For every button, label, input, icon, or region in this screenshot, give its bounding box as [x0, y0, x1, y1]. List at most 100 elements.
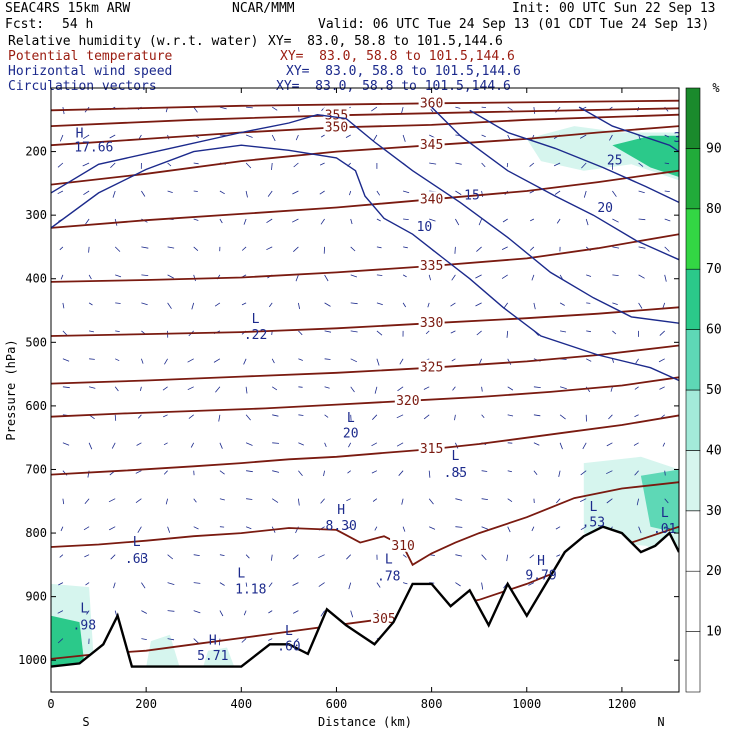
theta-label-bg — [418, 359, 445, 374]
circulation-vector — [507, 498, 513, 503]
circulation-vector — [396, 414, 404, 419]
circulation-vector — [481, 498, 488, 500]
circulation-vector — [89, 358, 95, 360]
figure-title: SEAC4RS 15km ARW — [5, 1, 131, 16]
theta-contour — [51, 169, 679, 229]
circulation-vector — [638, 274, 645, 279]
circulation-vector — [348, 582, 352, 590]
x-tick-label: 1200 — [607, 697, 636, 711]
circulation-vector — [401, 107, 404, 114]
circulation-vector — [452, 386, 456, 391]
extremum-label: L — [133, 535, 141, 550]
circulation-vector — [559, 302, 565, 306]
circulation-vector — [298, 442, 304, 446]
extremum-label: L — [589, 500, 597, 515]
circulation-vector — [141, 246, 149, 249]
circulation-vector — [115, 330, 120, 332]
circulation-vector — [556, 498, 561, 504]
y-tick-label: 200 — [25, 145, 47, 159]
circulation-vector — [323, 470, 325, 477]
theta-contour-label: 330 — [420, 316, 443, 331]
circulation-vector — [559, 274, 563, 279]
circulation-vector — [135, 498, 142, 504]
circulation-vector — [476, 330, 482, 336]
theta-label-bg — [371, 610, 398, 625]
circulation-vector — [324, 302, 331, 307]
circulation-vector — [60, 274, 64, 280]
circulation-vector — [108, 498, 116, 503]
circulation-vector — [374, 386, 378, 394]
circulation-vector — [219, 218, 223, 224]
extremum-label: 1.18 — [235, 582, 266, 597]
circulation-vector — [324, 442, 327, 448]
circulation-vector — [215, 386, 221, 393]
circulation-vector — [423, 414, 430, 420]
circulation-vector — [634, 386, 639, 390]
circulation-vector — [402, 302, 407, 308]
theta-contour-label: 340 — [420, 192, 443, 207]
circulation-vector — [319, 190, 325, 195]
wind-contour-label: 30 — [673, 131, 689, 146]
colorbar-segment — [685, 631, 701, 693]
circulation-vector — [374, 526, 378, 531]
field-label-theta: Potential temperature — [8, 49, 173, 64]
circulation-vector — [451, 358, 456, 362]
circulation-vector — [606, 498, 613, 504]
circulation-vector — [533, 470, 538, 475]
circulation-vector — [85, 582, 90, 586]
field-xy-theta: XY= 83.0, 58.8 to 101.5,144.6 — [280, 49, 515, 64]
circulation-vector — [659, 330, 665, 336]
circulation-vector — [245, 582, 248, 587]
circulation-vector — [423, 386, 430, 390]
circulation-vector — [633, 442, 639, 446]
x-axis-label: Distance (km) — [318, 715, 412, 729]
circulation-vector — [349, 190, 352, 196]
theta-label-bg — [418, 441, 445, 456]
theta-contour-label: 335 — [420, 259, 443, 274]
circulation-vector — [481, 134, 486, 138]
circulation-vector — [481, 106, 487, 108]
plot-frame — [50, 87, 680, 693]
circulation-vector — [82, 162, 90, 167]
wind-contours-layer: 10 15 20 25 30 — [51, 106, 689, 382]
circulation-vector — [245, 134, 253, 138]
circulation-vector — [59, 554, 64, 558]
circulation-vector — [455, 106, 461, 109]
circulation-vector — [580, 526, 587, 531]
circulation-vector — [298, 470, 303, 476]
circulation-vector — [319, 162, 325, 166]
circulation-vector — [84, 498, 90, 505]
circulation-vector — [533, 442, 540, 446]
wind-contour-label: 15 — [464, 188, 480, 203]
circulation-vector — [454, 414, 456, 421]
circulation-vector — [664, 498, 669, 504]
circulation-vector — [345, 134, 351, 138]
circulation-vector — [193, 526, 199, 530]
circulation-vector — [371, 470, 378, 474]
colorbar-segment — [685, 329, 701, 391]
circulation-vector — [376, 358, 380, 366]
circulation-vector — [455, 526, 463, 528]
circulation-vector — [586, 274, 592, 277]
circulation-vector — [612, 274, 619, 276]
circulation-vector — [268, 302, 273, 308]
circulation-vector — [583, 190, 587, 198]
circulation-vector — [529, 246, 535, 251]
circulation-vector — [243, 358, 247, 365]
colorbar-label: 10 — [706, 625, 722, 640]
extremum-label: .98 — [73, 619, 96, 634]
colorbar-label: 70 — [706, 262, 722, 277]
circulation-vector — [245, 526, 252, 530]
colorbar-segment — [685, 148, 701, 210]
extremum-label: L — [252, 312, 260, 327]
theta-contour — [51, 99, 679, 112]
circulation-vector — [187, 358, 194, 363]
wind-contour-label: 20 — [597, 201, 613, 216]
circulation-vector — [193, 106, 198, 113]
circulation-vector — [556, 554, 561, 557]
circulation-vector — [193, 190, 198, 192]
circulation-vector — [193, 218, 199, 221]
circulation-vector — [402, 274, 407, 278]
circulation-vector — [475, 302, 482, 307]
